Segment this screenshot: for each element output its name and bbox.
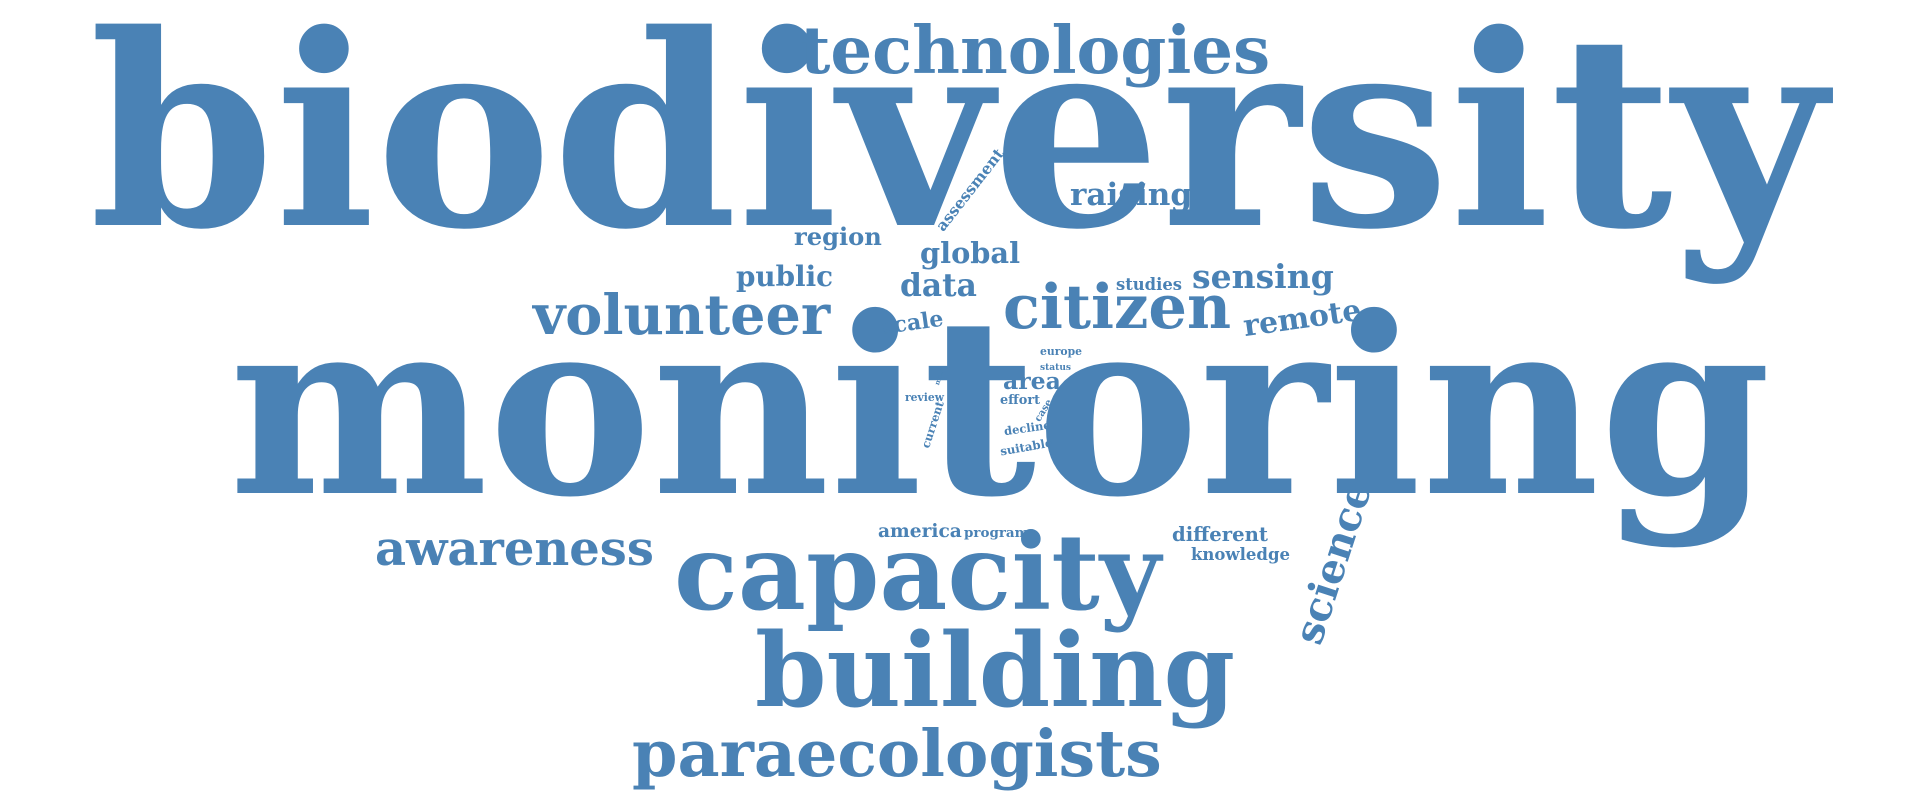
word-awareness: awareness <box>375 521 654 577</box>
word-citizen: citizen <box>1003 272 1232 343</box>
word-area: area <box>1003 367 1061 395</box>
word-data: data <box>900 267 977 304</box>
word-europe: europe <box>1040 345 1082 358</box>
word-region: region <box>794 221 882 251</box>
word-america: america <box>878 520 962 542</box>
word-knowledge: knowledge <box>1191 545 1290 564</box>
word-biodiversity: biodiversity <box>89 0 1827 288</box>
word-monitoring: monitoring <box>229 263 1772 551</box>
word-status: status <box>1040 361 1071 373</box>
word-review: review <box>905 391 944 404</box>
word-capacity: capacity <box>674 510 1161 634</box>
word-volunteer: volunteer <box>533 283 831 348</box>
word-program: program <box>964 525 1029 541</box>
word-public: public <box>736 260 834 293</box>
word-building: building <box>755 610 1236 731</box>
word-effort: effort <box>1000 393 1041 408</box>
word-technologies: technologies <box>800 11 1271 89</box>
word-sensing: sensing <box>1192 256 1334 296</box>
word-different: different <box>1172 523 1268 546</box>
word-studies: studies <box>1116 274 1182 294</box>
word-raising: raising <box>1070 176 1193 213</box>
word-paraecologists: paraecologists <box>632 715 1162 792</box>
word-global: global <box>920 235 1021 270</box>
